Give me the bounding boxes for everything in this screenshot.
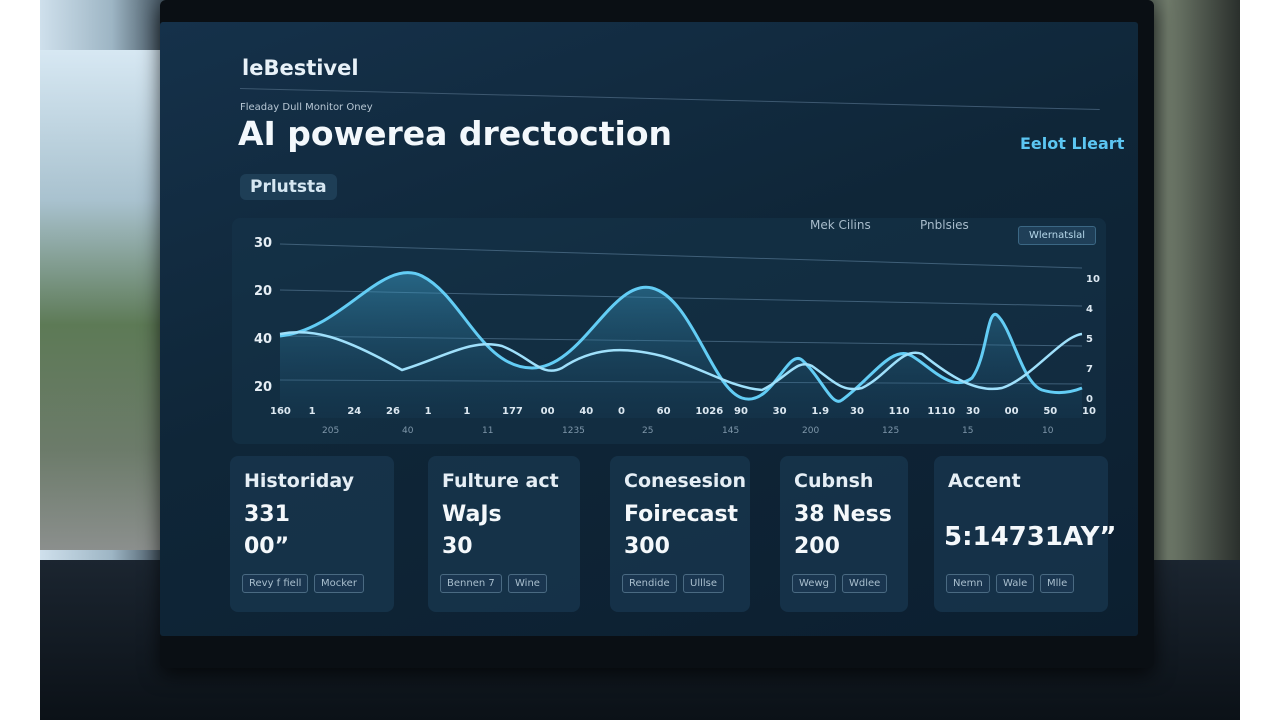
legend-button[interactable]: Wlernatslal bbox=[1018, 226, 1097, 245]
card-value: WaJs bbox=[442, 502, 502, 527]
x-tick-label: 40 bbox=[579, 406, 594, 417]
card-button[interactable]: Wale bbox=[996, 574, 1035, 593]
summary-card: Cubnsh 38 Ness 200 Wewg Wdlee bbox=[780, 456, 908, 612]
x-tick-label: 177 bbox=[502, 406, 523, 417]
x-tick-label: 1 bbox=[424, 406, 432, 417]
legend-entry[interactable]: Mek Cilins bbox=[810, 218, 871, 232]
grid-line bbox=[279, 243, 1083, 269]
x-tick-label-secondary: 15 bbox=[962, 426, 974, 436]
card-heading: Conesesion bbox=[624, 470, 747, 492]
chart-panel: 30 20 40 20 10 4 5 7 0 160 1 24 26 1 1 177 00 40 0 60 1026 90… bbox=[232, 218, 1106, 444]
card-value: 300 bbox=[624, 534, 670, 559]
x-tick-label: 30 bbox=[772, 406, 787, 417]
brand: leBestivel bbox=[242, 56, 359, 80]
x-tick-label: 1 bbox=[308, 406, 316, 417]
x-tick-label: 24 bbox=[347, 406, 362, 417]
y-tick-label: 20 bbox=[254, 284, 273, 299]
card-value: 331 bbox=[244, 502, 290, 527]
x-tick-label: 50 bbox=[1043, 406, 1058, 417]
summary-card: Fulture act WaJs 30 Bennen 7 Wine bbox=[428, 456, 580, 612]
x-tick-label: 30 bbox=[966, 406, 980, 417]
card-button[interactable]: Wdlee bbox=[842, 574, 888, 593]
x-tick-label: 1.9 bbox=[811, 406, 830, 417]
x-tick-label-secondary: 1235 bbox=[562, 426, 585, 436]
line-primary bbox=[279, 271, 1083, 403]
y2-tick-label: 0 bbox=[1086, 394, 1093, 405]
x-tick-label: 0 bbox=[618, 406, 625, 417]
card-value: 30 bbox=[442, 534, 473, 559]
x-tick-label: 60 bbox=[656, 406, 671, 417]
card-value: 00” bbox=[244, 534, 290, 559]
x-tick-label: 1026 bbox=[695, 406, 724, 417]
x-tick-label-secondary: 145 bbox=[722, 426, 740, 436]
x-tick-label: 30 bbox=[850, 406, 864, 417]
x-tick-label-secondary: 10 bbox=[1042, 426, 1054, 436]
card-heading: Fulture act bbox=[442, 470, 559, 492]
y-tick-label: 30 bbox=[254, 236, 273, 251]
card-button[interactable]: Wewg bbox=[792, 574, 836, 593]
subtitle: Fleaday Dull Monitor Oney bbox=[240, 102, 373, 113]
area bbox=[280, 272, 1082, 418]
card-button[interactable]: Nemn bbox=[946, 574, 990, 593]
summary-card: Historiday 331 00” Revy f fiell Mocker bbox=[230, 456, 394, 612]
card-heading: Historiday bbox=[244, 470, 354, 492]
y2-tick-label: 10 bbox=[1086, 274, 1100, 285]
x-tick-label: 110 bbox=[888, 406, 910, 417]
screen: leBestivel Fleaday Dull Monitor Oney AI … bbox=[160, 22, 1138, 636]
x-tick-label: 160 bbox=[270, 406, 291, 417]
card-button[interactable]: Bennen 7 bbox=[440, 574, 502, 593]
legend-entry[interactable]: Pnblsies bbox=[920, 218, 969, 232]
y-tick-label: 20 bbox=[254, 380, 273, 395]
summary-card: Conesesion Foirecast 300 Rendide Ulllse bbox=[610, 456, 750, 612]
x-tick-label: 26 bbox=[386, 406, 400, 417]
y2-tick-label: 4 bbox=[1086, 304, 1093, 315]
tab[interactable]: Prlutsta bbox=[240, 174, 337, 200]
y-tick-label: 40 bbox=[254, 332, 273, 347]
x-tick-label: 00 bbox=[540, 406, 555, 417]
x-tick-label: 00 bbox=[1004, 406, 1019, 417]
y2-tick-label: 5 bbox=[1086, 334, 1093, 345]
card-button[interactable]: Wine bbox=[508, 574, 547, 593]
card-button[interactable]: Rendide bbox=[622, 574, 677, 593]
x-tick-label: 10 bbox=[1082, 406, 1096, 417]
x-tick-label-secondary: 125 bbox=[882, 426, 900, 436]
top-right-link[interactable]: Eelot Lleart bbox=[1020, 134, 1125, 153]
x-tick-label-secondary: 200 bbox=[802, 426, 820, 436]
card-heading: Accent bbox=[948, 470, 1021, 492]
x-tick-label-secondary: 205 bbox=[322, 426, 340, 436]
window-view bbox=[40, 50, 170, 550]
card-heading: Cubnsh bbox=[794, 470, 874, 492]
chart bbox=[279, 243, 1083, 418]
x-tick-label: 1 bbox=[463, 406, 471, 417]
x-tick-label-secondary: 40 bbox=[402, 426, 414, 436]
line-secondary bbox=[279, 330, 1083, 392]
y2-tick-label: 7 bbox=[1086, 364, 1093, 375]
x-tick-label: 1110 bbox=[927, 406, 956, 417]
summary-card: Accent 5:14731AY” Nemn Wale Mlle bbox=[934, 456, 1117, 612]
x-tick-label-secondary: 25 bbox=[642, 426, 654, 436]
x-tick-label: 90 bbox=[734, 406, 748, 417]
title: AI powerea drectoction bbox=[238, 114, 672, 153]
card-value: 38 Ness bbox=[794, 502, 892, 527]
card-button[interactable]: Mlle bbox=[1040, 574, 1075, 593]
card-value: 5:14731AY” bbox=[944, 522, 1117, 552]
card-button[interactable]: Ulllse bbox=[683, 574, 725, 593]
card-button[interactable]: Mocker bbox=[314, 574, 364, 593]
x-tick-label-secondary: 11 bbox=[482, 426, 494, 436]
card-button[interactable]: Revy f fiell bbox=[242, 574, 309, 593]
card-value: Foirecast bbox=[624, 502, 739, 527]
card-value: 200 bbox=[794, 534, 840, 559]
